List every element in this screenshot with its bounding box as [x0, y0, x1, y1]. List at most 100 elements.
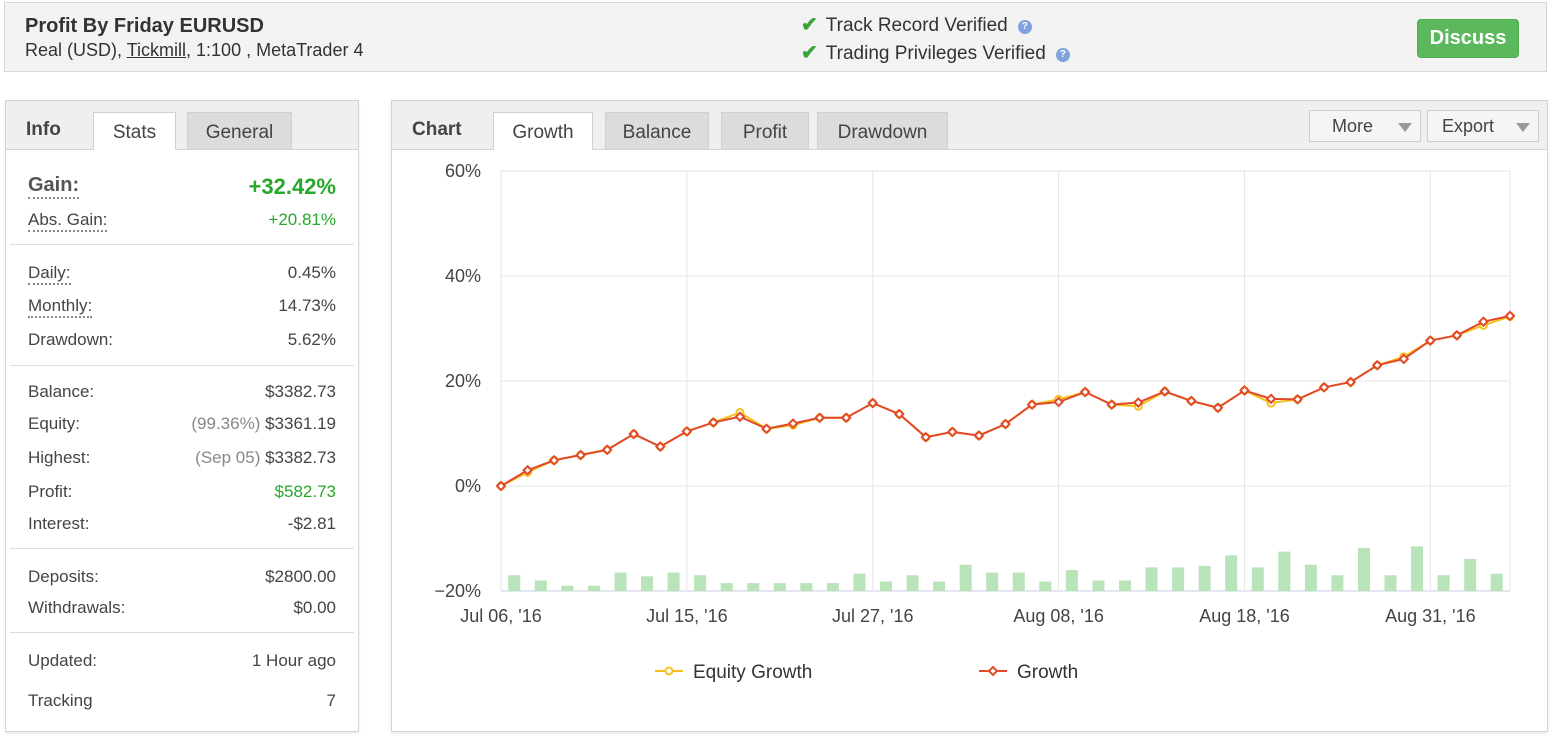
growth-point [1424, 335, 1436, 346]
daily-bar [800, 583, 813, 591]
chart-grid [500, 170, 1511, 592]
daily-bar [880, 581, 893, 591]
help-icon[interactable]: ? [1055, 48, 1070, 62]
tab-stats[interactable]: Stats [93, 112, 176, 150]
system-title: Profit By Friday EURUSD [25, 15, 264, 37]
x-tick-label: Jul 27, '16 [832, 606, 914, 626]
chart-heading: Chart [412, 119, 462, 140]
drawdown-label: Drawdown: [28, 330, 114, 349]
daily-label[interactable]: Daily: [28, 263, 71, 285]
stats-tabbar: Info Stats General [6, 101, 358, 150]
growth-point [1132, 397, 1144, 408]
balance-label: Balance: [28, 382, 95, 401]
info-heading: Info [26, 119, 61, 140]
y-tick-label: 20% [445, 371, 481, 391]
divider [10, 632, 354, 633]
y-tick-label: 60% [445, 161, 481, 181]
daily-bar [534, 580, 547, 591]
daily-bar [1118, 580, 1131, 591]
equity-label: Equity: [28, 414, 80, 433]
growth-point [1371, 359, 1383, 371]
account-type: Real (USD), [25, 40, 123, 60]
growth-point [1079, 386, 1091, 398]
divider [10, 244, 354, 245]
growth-point [814, 412, 826, 424]
check-icon: ✔ [801, 42, 818, 64]
more-dropdown[interactable]: More [1309, 110, 1421, 142]
growth-point [654, 441, 666, 453]
divider [10, 365, 354, 366]
monthly-value: 14.73% [278, 296, 336, 315]
gain-label[interactable]: Gain: [28, 174, 80, 199]
growth-point [1026, 399, 1038, 411]
daily-bar [508, 575, 521, 591]
daily-value: 0.45% [287, 263, 336, 282]
daily-bar [1251, 567, 1264, 591]
abs-gain-value: +20.81% [268, 210, 336, 229]
daily-bar [1092, 580, 1105, 591]
daily-bar [1145, 567, 1158, 591]
y-tick-label: 40% [445, 266, 481, 286]
interest-value: -$2.81 [287, 514, 336, 533]
daily-bar [959, 564, 972, 591]
growth-point [1159, 386, 1171, 397]
growth-point [1318, 381, 1330, 393]
export-dropdown[interactable]: Export [1427, 110, 1539, 142]
daily-bar [1039, 581, 1052, 591]
trading-privileges-label: Trading Privileges Verified [825, 43, 1046, 64]
chevron-down-icon [1516, 123, 1530, 132]
tab-balance[interactable]: Balance [605, 112, 709, 149]
growth-point [1212, 402, 1224, 414]
export-label: Export [1442, 116, 1495, 136]
daily-bar [641, 576, 654, 591]
growth-point [1106, 399, 1118, 411]
growth-point [1478, 316, 1489, 328]
chart-legend[interactable]: Equity Growth Growth [655, 662, 1078, 683]
withdrawals-value: $0.00 [293, 598, 336, 617]
drawdown-value: 5.62% [287, 330, 336, 349]
growth-point [681, 425, 693, 437]
growth-point [495, 480, 507, 492]
growth-point [946, 426, 958, 438]
broker-link[interactable]: Tickmill [126, 40, 187, 60]
balance-value: $3382.73 [265, 382, 336, 401]
track-record-verified: ✔ Track Record Verified? [801, 12, 1032, 37]
daily-bar [614, 572, 627, 591]
daily-bar [1012, 572, 1025, 591]
profit-label: Profit: [28, 482, 73, 501]
stats-panel: Info Stats General Gain: +32.42% Abs. Ga… [5, 100, 359, 732]
growth-point [548, 454, 560, 466]
growth-point [1398, 353, 1410, 365]
growth-point [920, 431, 932, 443]
x-tick-label: Aug 18, '16 [1199, 606, 1290, 626]
daily-bar [773, 583, 786, 591]
daily-bar [1172, 567, 1185, 591]
chart-tabbar: Chart Growth Balance Profit Drawdown Mor… [392, 101, 1547, 150]
tab-drawdown[interactable]: Drawdown [817, 112, 948, 149]
x-tick-label: Jul 15, '16 [646, 606, 728, 626]
monthly-label[interactable]: Monthly: [28, 296, 93, 318]
abs-gain-label[interactable]: Abs. Gain: [28, 210, 108, 232]
daily-bar [1198, 565, 1211, 591]
daily-bars [508, 546, 1503, 591]
daily-bar [906, 575, 919, 591]
growth-line [500, 314, 1511, 487]
x-tick-label: Jul 06, '16 [460, 606, 542, 626]
growth-point [1053, 396, 1065, 408]
tab-general[interactable]: General [187, 112, 292, 149]
growth-point [708, 417, 719, 428]
growth-chart[interactable]: 60% 40% 20% 0% −20% Jul 06, '16 Jul 15, '16 Jul… [392, 150, 1546, 730]
growth-point [601, 444, 613, 456]
legend-label: Growth [1017, 662, 1078, 683]
discuss-button[interactable]: Discuss [1417, 19, 1519, 58]
tab-profit[interactable]: Profit [721, 112, 809, 149]
equity-percent: (99.36%) [191, 414, 261, 433]
daily-bar [1384, 575, 1397, 591]
chart-panel: Chart Growth Balance Profit Drawdown Mor… [391, 100, 1548, 732]
help-icon[interactable]: ? [1017, 20, 1032, 34]
growth-point [734, 411, 746, 423]
growth-point [1504, 310, 1516, 322]
tab-growth[interactable]: Growth [493, 112, 593, 150]
growth-point [787, 418, 799, 429]
divider [10, 548, 354, 549]
